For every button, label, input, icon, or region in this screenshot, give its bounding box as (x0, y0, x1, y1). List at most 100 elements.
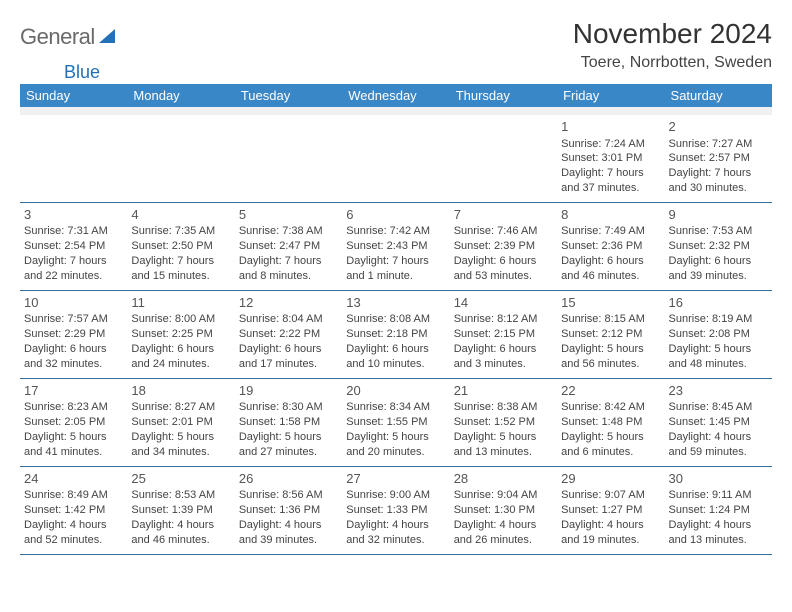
day-cell: 14Sunrise: 8:12 AMSunset: 2:15 PMDayligh… (450, 290, 557, 378)
day-number: 11 (131, 294, 230, 312)
logo: General Blue (20, 18, 115, 50)
day-number: 30 (669, 470, 768, 488)
daylight-text: Daylight: 6 hours and 53 minutes. (454, 254, 553, 284)
day-cell: 12Sunrise: 8:04 AMSunset: 2:22 PMDayligh… (235, 290, 342, 378)
daylight-text: Daylight: 5 hours and 34 minutes. (131, 430, 230, 460)
daylight-text: Daylight: 6 hours and 17 minutes. (239, 342, 338, 372)
sunrise-text: Sunrise: 8:49 AM (24, 488, 123, 503)
sunset-text: Sunset: 1:24 PM (669, 503, 768, 518)
day-header: Monday (127, 84, 234, 107)
daylight-text: Daylight: 6 hours and 46 minutes. (561, 254, 660, 284)
sunrise-text: Sunrise: 8:27 AM (131, 400, 230, 415)
day-cell: 5Sunrise: 7:38 AMSunset: 2:47 PMDaylight… (235, 202, 342, 290)
day-cell: 11Sunrise: 8:00 AMSunset: 2:25 PMDayligh… (127, 290, 234, 378)
day-number: 20 (346, 382, 445, 400)
day-number: 4 (131, 206, 230, 224)
daylight-text: Daylight: 7 hours and 22 minutes. (24, 254, 123, 284)
sunrise-text: Sunrise: 7:42 AM (346, 224, 445, 239)
day-cell: 20Sunrise: 8:34 AMSunset: 1:55 PMDayligh… (342, 378, 449, 466)
daylight-text: Daylight: 6 hours and 24 minutes. (131, 342, 230, 372)
sunrise-text: Sunrise: 8:38 AM (454, 400, 553, 415)
daylight-text: Daylight: 5 hours and 27 minutes. (239, 430, 338, 460)
daylight-text: Daylight: 4 hours and 13 minutes. (669, 518, 768, 548)
day-cell: 3Sunrise: 7:31 AMSunset: 2:54 PMDaylight… (20, 202, 127, 290)
sunrise-text: Sunrise: 7:46 AM (454, 224, 553, 239)
daylight-text: Daylight: 4 hours and 32 minutes. (346, 518, 445, 548)
day-cell: 9Sunrise: 7:53 AMSunset: 2:32 PMDaylight… (665, 202, 772, 290)
title-block: November 2024 Toere, Norrbotten, Sweden (573, 18, 772, 72)
day-cell: 19Sunrise: 8:30 AMSunset: 1:58 PMDayligh… (235, 378, 342, 466)
day-cell: 13Sunrise: 8:08 AMSunset: 2:18 PMDayligh… (342, 290, 449, 378)
day-cell: 26Sunrise: 8:56 AMSunset: 1:36 PMDayligh… (235, 466, 342, 554)
day-number: 10 (24, 294, 123, 312)
day-cell: 17Sunrise: 8:23 AMSunset: 2:05 PMDayligh… (20, 378, 127, 466)
day-number: 18 (131, 382, 230, 400)
day-cell: 29Sunrise: 9:07 AMSunset: 1:27 PMDayligh… (557, 466, 664, 554)
day-number: 24 (24, 470, 123, 488)
sunset-text: Sunset: 2:43 PM (346, 239, 445, 254)
logo-triangle-icon (99, 29, 115, 43)
sunrise-text: Sunrise: 8:30 AM (239, 400, 338, 415)
day-cell: 27Sunrise: 9:00 AMSunset: 1:33 PMDayligh… (342, 466, 449, 554)
sunrise-text: Sunrise: 7:35 AM (131, 224, 230, 239)
day-cell: 4Sunrise: 7:35 AMSunset: 2:50 PMDaylight… (127, 202, 234, 290)
day-cell: 24Sunrise: 8:49 AMSunset: 1:42 PMDayligh… (20, 466, 127, 554)
day-cell: 8Sunrise: 7:49 AMSunset: 2:36 PMDaylight… (557, 202, 664, 290)
day-number: 13 (346, 294, 445, 312)
day-number: 27 (346, 470, 445, 488)
sunset-text: Sunset: 1:27 PM (561, 503, 660, 518)
sunset-text: Sunset: 2:50 PM (131, 239, 230, 254)
day-header: Saturday (665, 84, 772, 107)
day-cell: 2Sunrise: 7:27 AMSunset: 2:57 PMDaylight… (665, 115, 772, 202)
sunrise-text: Sunrise: 7:38 AM (239, 224, 338, 239)
sunset-text: Sunset: 1:58 PM (239, 415, 338, 430)
day-header: Friday (557, 84, 664, 107)
day-header-row: SundayMondayTuesdayWednesdayThursdayFrid… (20, 84, 772, 107)
week-row: 3Sunrise: 7:31 AMSunset: 2:54 PMDaylight… (20, 202, 772, 290)
week-row: 24Sunrise: 8:49 AMSunset: 1:42 PMDayligh… (20, 466, 772, 554)
sunset-text: Sunset: 2:39 PM (454, 239, 553, 254)
sunrise-text: Sunrise: 9:00 AM (346, 488, 445, 503)
sunrise-text: Sunrise: 7:31 AM (24, 224, 123, 239)
daylight-text: Daylight: 5 hours and 6 minutes. (561, 430, 660, 460)
day-number: 12 (239, 294, 338, 312)
day-number: 9 (669, 206, 768, 224)
week-row: 17Sunrise: 8:23 AMSunset: 2:05 PMDayligh… (20, 378, 772, 466)
daylight-text: Daylight: 6 hours and 39 minutes. (669, 254, 768, 284)
daylight-text: Daylight: 6 hours and 3 minutes. (454, 342, 553, 372)
day-cell: 23Sunrise: 8:45 AMSunset: 1:45 PMDayligh… (665, 378, 772, 466)
week-row: 10Sunrise: 7:57 AMSunset: 2:29 PMDayligh… (20, 290, 772, 378)
sunrise-text: Sunrise: 8:23 AM (24, 400, 123, 415)
daylight-text: Daylight: 7 hours and 8 minutes. (239, 254, 338, 284)
daylight-text: Daylight: 7 hours and 1 minute. (346, 254, 445, 284)
daylight-text: Daylight: 5 hours and 56 minutes. (561, 342, 660, 372)
daylight-text: Daylight: 7 hours and 15 minutes. (131, 254, 230, 284)
sunset-text: Sunset: 1:48 PM (561, 415, 660, 430)
sunrise-text: Sunrise: 8:00 AM (131, 312, 230, 327)
spacer-row (20, 107, 772, 115)
day-header: Wednesday (342, 84, 449, 107)
day-number: 5 (239, 206, 338, 224)
day-header: Sunday (20, 84, 127, 107)
header: General Blue November 2024 Toere, Norrbo… (20, 18, 772, 72)
sunrise-text: Sunrise: 8:12 AM (454, 312, 553, 327)
sunset-text: Sunset: 2:12 PM (561, 327, 660, 342)
daylight-text: Daylight: 4 hours and 19 minutes. (561, 518, 660, 548)
daylight-text: Daylight: 4 hours and 52 minutes. (24, 518, 123, 548)
day-cell (20, 115, 127, 202)
sunrise-text: Sunrise: 8:45 AM (669, 400, 768, 415)
sunrise-text: Sunrise: 9:04 AM (454, 488, 553, 503)
day-cell (342, 115, 449, 202)
day-number: 3 (24, 206, 123, 224)
daylight-text: Daylight: 5 hours and 13 minutes. (454, 430, 553, 460)
day-number: 17 (24, 382, 123, 400)
sunset-text: Sunset: 2:08 PM (669, 327, 768, 342)
sunset-text: Sunset: 1:42 PM (24, 503, 123, 518)
sunset-text: Sunset: 2:01 PM (131, 415, 230, 430)
sunrise-text: Sunrise: 7:53 AM (669, 224, 768, 239)
sunrise-text: Sunrise: 8:34 AM (346, 400, 445, 415)
sunrise-text: Sunrise: 8:15 AM (561, 312, 660, 327)
daylight-text: Daylight: 5 hours and 20 minutes. (346, 430, 445, 460)
calendar-table: SundayMondayTuesdayWednesdayThursdayFrid… (20, 84, 772, 555)
daylight-text: Daylight: 7 hours and 30 minutes. (669, 166, 768, 196)
